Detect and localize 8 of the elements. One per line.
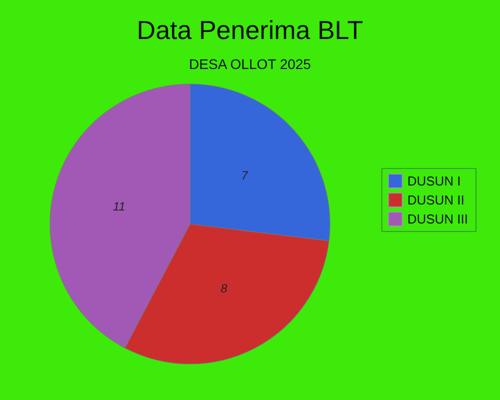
data-label: 11: [112, 200, 126, 214]
legend-label: DUSUN III: [407, 212, 468, 226]
legend-label: DUSUN II: [407, 192, 464, 208]
legend-label: DUSUN I: [407, 174, 461, 188]
data-label: 7: [241, 168, 250, 183]
data-label: 8: [220, 282, 228, 296]
chart-subtitle: DESA OLLOT 2025: [189, 56, 312, 72]
chart-title: Data Penerima BLT: [136, 15, 364, 45]
